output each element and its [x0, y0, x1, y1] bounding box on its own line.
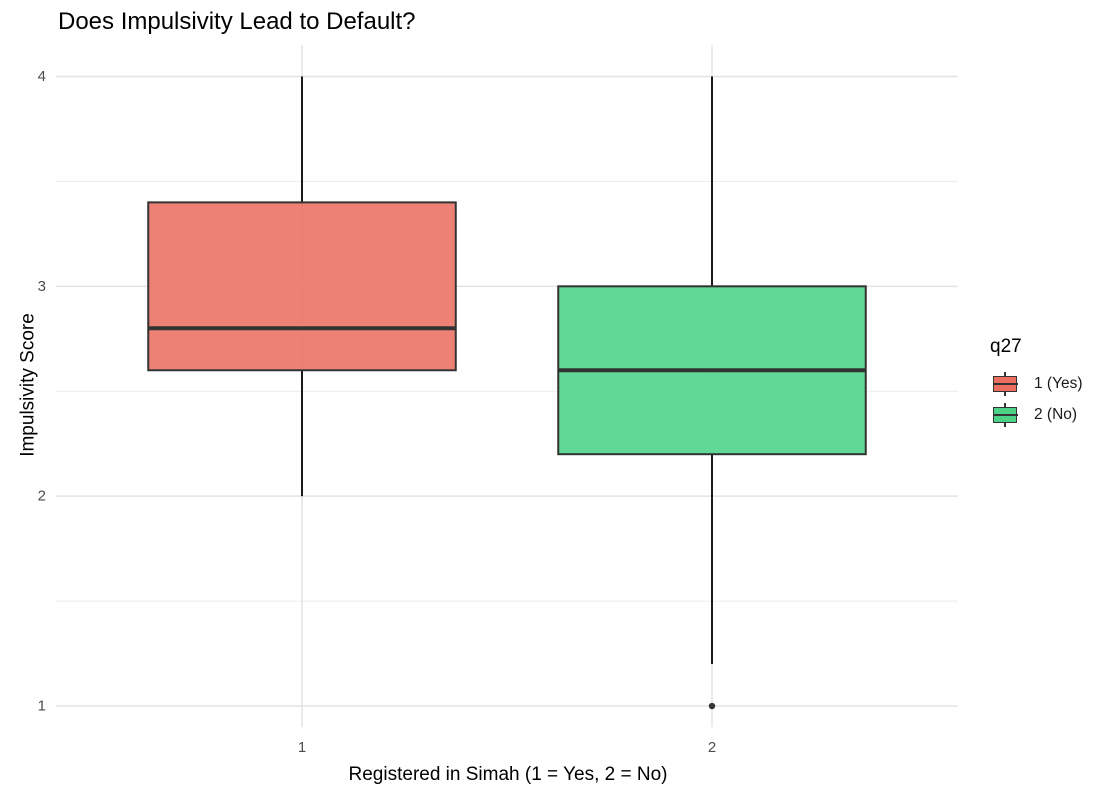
iqr-box [147, 201, 457, 372]
legend-key-yes [992, 371, 1018, 396]
y-tick-label: 4 [38, 68, 46, 85]
legend: q27 1 (Yes) 2 (No) [990, 336, 1083, 430]
legend-title: q27 [990, 336, 1022, 357]
box-group-1 [147, 76, 457, 497]
boxplot-boxes [147, 76, 867, 710]
box-group-2 [557, 76, 867, 710]
legend-item-no: 2 (No) [990, 399, 1083, 430]
x-tick-label: 2 [708, 739, 716, 756]
y-tick-label: 1 [38, 698, 46, 715]
y-tick-label: 3 [38, 278, 46, 295]
legend-label-no: 2 (No) [1034, 405, 1078, 423]
outlier-point [708, 702, 716, 710]
chart-title: Does Impulsivity Lead to Default? [58, 8, 416, 35]
y-axis-ticks: 1 2 3 4 [38, 68, 46, 715]
legend-item-yes: 1 (Yes) [990, 368, 1083, 399]
y-tick-label: 2 [38, 488, 46, 505]
x-axis-label: Registered in Simah (1 = Yes, 2 = No) [349, 764, 668, 785]
legend-label-yes: 1 (Yes) [1034, 374, 1083, 392]
legend-key-no [992, 402, 1018, 427]
x-tick-label: 1 [298, 739, 306, 756]
y-axis-label: Impulsivity Score [18, 313, 39, 457]
